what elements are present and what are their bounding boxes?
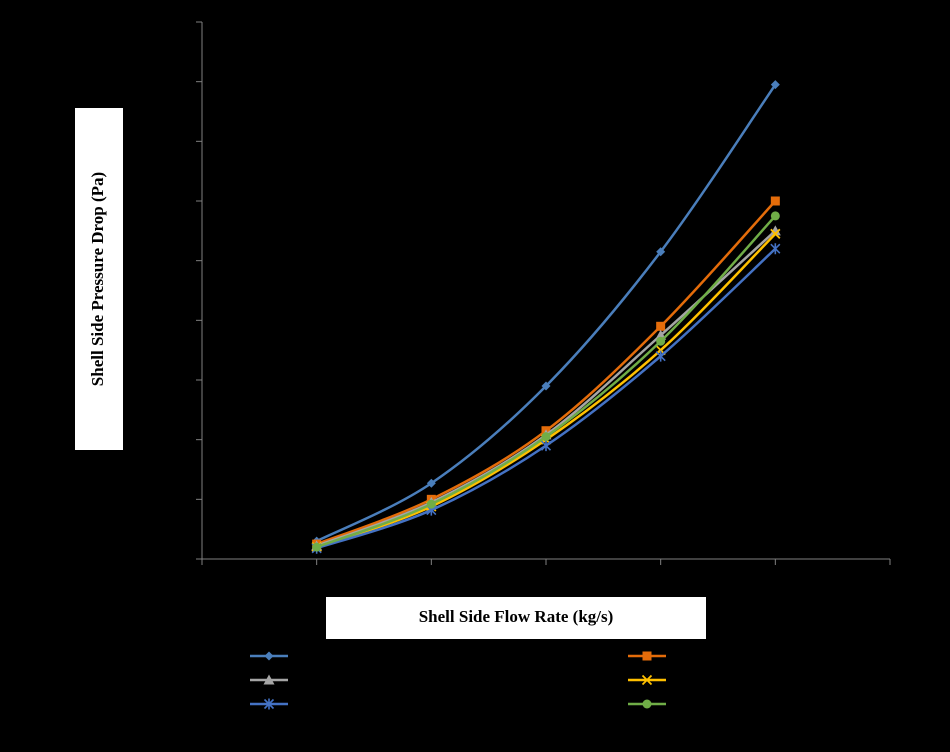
series-6 xyxy=(312,211,780,552)
x-axis-label: Shell Side Flow Rate (kg/s) xyxy=(419,607,614,626)
legend-entry-1 xyxy=(250,651,288,661)
series-5-point-3 xyxy=(540,440,552,452)
x-axis-label-group: Shell Side Flow Rate (kg/s) xyxy=(326,597,706,639)
y-axis-label-box xyxy=(75,108,123,450)
series-2 xyxy=(312,196,780,549)
series-1-point-5 xyxy=(770,80,780,90)
series-1-point-4 xyxy=(656,247,666,257)
series-4-point-5 xyxy=(770,228,781,239)
legend-marker-1 xyxy=(264,651,274,661)
series-5-point-4 xyxy=(655,350,666,362)
series-6-line xyxy=(316,215,777,549)
legend-entry-4 xyxy=(628,674,666,686)
legend-marker-5 xyxy=(263,698,275,710)
series-5-point-5 xyxy=(770,243,781,255)
series-6-point-2 xyxy=(426,499,436,509)
x-axis-label-box xyxy=(326,597,706,639)
legend-marker-3 xyxy=(263,674,275,685)
legend-marker-6 xyxy=(642,699,652,709)
legend xyxy=(250,651,666,710)
axes xyxy=(196,21,891,565)
series-5 xyxy=(311,243,781,554)
y-axis-label: Shell Side Pressure Drop (Pa) xyxy=(88,172,107,386)
series-1-point-2 xyxy=(426,478,436,488)
series-1-point-3 xyxy=(541,381,551,391)
y-axis-label-group: Shell Side Pressure Drop (Pa) xyxy=(75,108,123,450)
legend-entry-3 xyxy=(250,674,288,685)
series-6-point-3 xyxy=(541,432,551,442)
series-3-point-5 xyxy=(769,225,781,236)
legend-marker-2 xyxy=(642,651,652,661)
legend-marker-4 xyxy=(641,674,653,686)
legend-entry-6 xyxy=(628,699,666,709)
series-2-point-4 xyxy=(656,321,666,331)
series-1-line xyxy=(316,83,777,543)
series-6-point-5 xyxy=(770,211,780,221)
series-6-point-4 xyxy=(656,336,666,346)
plot-area xyxy=(311,80,781,554)
legend-entry-2 xyxy=(628,651,666,661)
series-2-point-5 xyxy=(770,196,780,206)
series-6-point-1 xyxy=(312,542,322,552)
legend-entry-5 xyxy=(250,698,288,710)
series-2-line xyxy=(316,200,777,546)
